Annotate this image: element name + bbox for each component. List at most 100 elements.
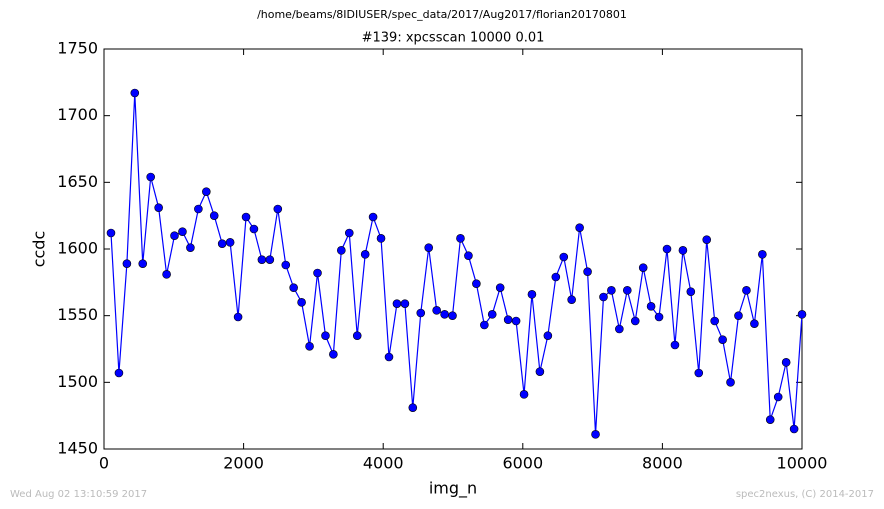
data-point	[305, 342, 314, 351]
data-point	[734, 311, 743, 320]
data-point	[591, 430, 600, 439]
data-point	[337, 246, 346, 255]
data-point	[599, 292, 608, 302]
data-point	[360, 250, 370, 259]
footer-credit: spec2nexus, (C) 2014-2017	[736, 489, 874, 500]
data-point	[495, 283, 505, 292]
data-point	[225, 238, 235, 247]
data-point	[487, 310, 497, 319]
data-point	[678, 246, 688, 255]
data-point	[106, 228, 116, 238]
data-point	[551, 272, 561, 282]
data-point	[329, 350, 338, 359]
data-line	[110, 92, 803, 435]
data-point	[368, 212, 378, 222]
data-point	[472, 279, 481, 288]
data-point	[257, 255, 267, 264]
data-point	[750, 319, 759, 328]
data-point	[297, 298, 306, 307]
data-point	[646, 302, 656, 311]
data-point	[456, 234, 465, 243]
data-point	[352, 331, 362, 340]
data-point	[217, 239, 227, 248]
data-point	[559, 252, 569, 262]
data-point	[670, 340, 680, 350]
data-point	[114, 368, 124, 378]
data-point	[765, 415, 775, 424]
data-point	[321, 331, 330, 340]
data-point	[535, 367, 545, 376]
data-point	[527, 290, 537, 299]
data-point	[178, 227, 187, 236]
data-point	[241, 212, 251, 222]
plot-frame	[103, 48, 803, 450]
y-tick-label: 1550	[57, 305, 98, 324]
suptitle: /home/beams/8IDIUSER/spec_data/2017/Aug2…	[257, 8, 627, 21]
data-point	[424, 243, 434, 252]
data-point	[464, 251, 473, 260]
data-point	[789, 424, 799, 434]
data-point	[392, 299, 402, 308]
y-tick-label: 1750	[57, 39, 98, 58]
data-point	[543, 331, 553, 340]
data-point	[384, 352, 394, 362]
data-point	[726, 378, 735, 387]
data-point	[408, 403, 418, 412]
x-tick-label: 8000	[642, 454, 683, 473]
data-point	[694, 368, 704, 378]
data-point	[583, 267, 592, 276]
data-point	[138, 259, 148, 268]
data-point	[265, 255, 275, 264]
data-point	[638, 263, 648, 272]
data-point	[503, 315, 513, 324]
data-point	[519, 390, 529, 399]
x-tick-label: 0	[99, 454, 109, 473]
data-point	[448, 311, 457, 320]
data-point	[742, 286, 751, 295]
data-point	[615, 324, 624, 334]
data-point	[710, 316, 719, 326]
x-tick-label: 2000	[223, 454, 264, 473]
data-point	[344, 228, 354, 238]
data-point	[758, 250, 767, 259]
data-point	[130, 88, 140, 98]
data-point	[154, 203, 163, 212]
data-point	[773, 392, 783, 402]
data-point	[122, 259, 132, 268]
data-point	[313, 268, 322, 278]
data-point	[209, 211, 219, 220]
data-point	[170, 231, 179, 240]
data-point	[186, 243, 195, 252]
y-tick-label: 1500	[57, 372, 98, 391]
data-point	[480, 320, 489, 330]
data-point	[249, 224, 259, 234]
data-point	[718, 335, 727, 344]
data-point	[289, 283, 298, 292]
y-tick-label: 1450	[57, 439, 98, 458]
data-point	[416, 308, 426, 318]
data-point	[686, 287, 696, 296]
x-axis-label: img_n	[429, 479, 477, 499]
data-point	[567, 295, 576, 304]
data-point	[607, 286, 616, 295]
data-point	[202, 187, 211, 196]
data-point	[432, 306, 441, 315]
y-axis-label: ccdc	[30, 231, 49, 268]
x-tick-label: 10000	[777, 454, 828, 473]
data-point	[575, 223, 584, 232]
chart-title: #139: xpcsscan 10000 0.01	[362, 31, 545, 46]
data-point	[233, 312, 243, 322]
y-tick-label: 1700	[57, 105, 98, 124]
data-point	[781, 358, 791, 367]
data-point	[662, 244, 672, 254]
data-point	[162, 270, 171, 279]
x-tick-label: 4000	[363, 454, 404, 473]
data-point	[400, 299, 410, 308]
y-tick-label: 1600	[57, 239, 98, 258]
data-point	[622, 286, 632, 295]
data-point	[511, 316, 521, 326]
data-point	[630, 316, 640, 326]
data-point	[273, 204, 283, 214]
y-tick-label: 1650	[57, 172, 98, 191]
data-point	[797, 310, 807, 319]
